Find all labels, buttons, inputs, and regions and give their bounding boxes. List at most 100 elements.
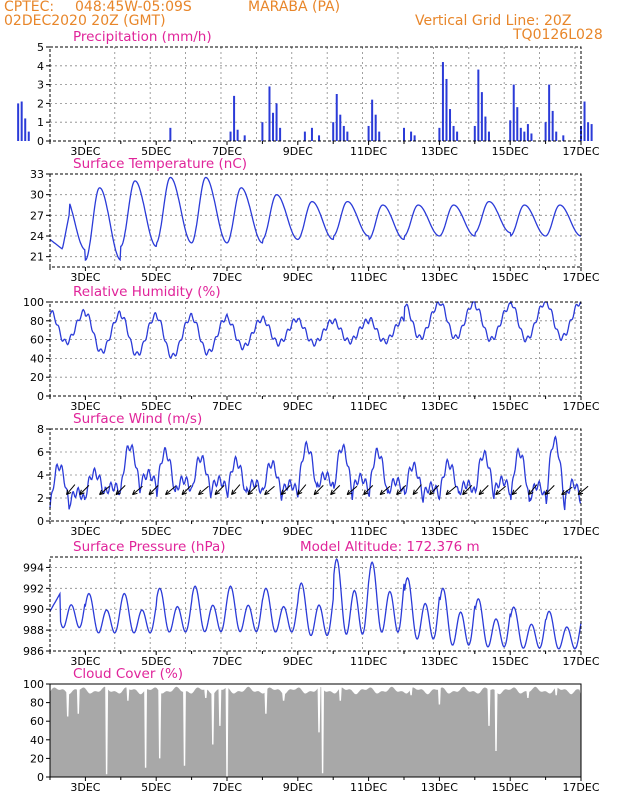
precip-bar: [512, 84, 515, 141]
rh-title: Relative Humidity (%): [73, 284, 221, 300]
wind-arrow: [165, 485, 176, 495]
precip-bar: [562, 135, 565, 141]
rh-xtick-label: 7DEC: [212, 400, 242, 413]
precip-xtick-label: 5DEC: [141, 145, 171, 158]
wind-arrow: [115, 485, 126, 495]
wind-arrow-head: [247, 489, 253, 496]
wind-ytick-label: 2: [37, 492, 44, 505]
rh-ytick-label: 20: [30, 371, 44, 384]
wind-arrow: [478, 485, 489, 495]
wind-arrow: [79, 485, 90, 495]
precip-bar: [548, 84, 551, 141]
wind-xtick-label: 13DEC: [421, 525, 458, 538]
wind-arrow: [396, 485, 407, 495]
rh-ytick-label: 100: [23, 296, 44, 309]
pres-xtick-label: 3DEC: [70, 655, 100, 668]
precip-bar: [303, 131, 306, 141]
precip-xtick-label: 11DEC: [350, 145, 387, 158]
cloud-frame: [49, 683, 582, 778]
temp-panel: [46, 173, 582, 271]
wind-arrow: [346, 485, 358, 495]
wind-arrow-head: [495, 489, 501, 496]
precip-bar: [452, 125, 455, 141]
wind-arrow: [429, 485, 440, 495]
rh-xtick-label: 17DEC: [562, 400, 599, 413]
precip-bar: [590, 124, 593, 141]
pressure-line: [49, 557, 582, 650]
wind-xtick-label: 17DEC: [562, 525, 599, 538]
precip-bar: [272, 112, 275, 141]
cloud-xtick-label: 3DEC: [70, 781, 100, 794]
wind-arrow-head: [346, 489, 353, 496]
wind-arrow-head: [313, 489, 319, 496]
temp-title: Surface Temperature (nC): [73, 156, 247, 172]
wind-arrow-head: [462, 489, 468, 496]
precip-bar: [456, 131, 459, 141]
header-date: 02DEC2020 20Z (GMT): [4, 13, 166, 29]
rh-ytick-label: 60: [30, 334, 44, 347]
temp-ytick-label: 33: [30, 168, 44, 181]
precip-bar: [403, 127, 405, 141]
wind-arrow-head: [544, 489, 550, 496]
precip-bar: [378, 131, 381, 141]
wind-arrow-head: [363, 489, 369, 496]
header-location: MARABA (PA): [248, 0, 341, 15]
precip-bar: [519, 127, 522, 141]
temp-xtick-label: 11DEC: [350, 271, 387, 284]
precip-title: Precipitation (mm/h): [73, 29, 212, 45]
wind-arrow-head: [198, 489, 204, 496]
precip-bar: [587, 122, 590, 141]
precip-ytick-label: 5: [37, 41, 44, 54]
wind-arrow-head: [429, 489, 435, 496]
wind-arrow-head: [132, 489, 138, 496]
precip-bar: [318, 135, 321, 141]
precip-bar: [477, 69, 480, 141]
precip-panel: [17, 46, 593, 145]
precip-bar: [243, 135, 246, 141]
wind-ytick-label: 4: [37, 469, 44, 482]
temp-ytick-label: 27: [30, 209, 44, 222]
precip-bar: [480, 92, 483, 141]
pres-xtick-label: 11DEC: [350, 655, 387, 668]
precip-bar: [526, 124, 529, 141]
pres-xtick-label: 15DEC: [492, 655, 529, 668]
wind-arrow: [198, 485, 209, 495]
wind-ytick-label: 8: [37, 423, 44, 436]
wind-arrow-head: [528, 489, 534, 496]
wind-xtick-label: 11DEC: [350, 525, 387, 538]
rh-panel: [46, 300, 582, 400]
pres-xtick-label: 9DEC: [283, 655, 313, 668]
wind-arrow-head: [330, 489, 336, 496]
cloud-ytick-label: 40: [30, 734, 44, 747]
precip-bar: [275, 103, 278, 141]
rh-xtick-label: 5DEC: [141, 400, 171, 413]
cloud-area: [50, 686, 581, 777]
wind-xtick-label: 3DEC: [70, 525, 100, 538]
wind-arrow-head: [214, 489, 220, 496]
pres-xtick-label: 17DEC: [562, 655, 599, 668]
precip-bar: [346, 131, 349, 141]
precip-bar: [279, 127, 282, 141]
temp-xtick-label: 3DEC: [70, 271, 100, 284]
temp-xtick-label: 7DEC: [212, 271, 242, 284]
wind-xtick-label: 15DEC: [492, 525, 529, 538]
pres-xtick-label: 7DEC: [212, 655, 242, 668]
wind-xtick-label: 9DEC: [283, 525, 313, 538]
temp-xtick-label: 17DEC: [562, 271, 599, 284]
wind-title: Surface Wind (m/s): [73, 411, 202, 427]
cloud-ytick-label: 0: [37, 771, 44, 784]
precip-bar: [332, 122, 335, 141]
precip-bar: [371, 99, 374, 141]
precip-xtick-label: 15DEC: [492, 145, 529, 158]
wind-arrow-head: [561, 489, 567, 496]
wind-arrow: [148, 485, 159, 495]
pres-frame: [49, 556, 582, 652]
temp-ytick-label: 21: [30, 251, 44, 264]
cloud-panel: [46, 683, 582, 781]
precip-bar: [310, 127, 313, 141]
wind-arrow-head: [412, 489, 418, 496]
precip-bar: [445, 78, 448, 141]
precip-bar: [229, 131, 232, 141]
precip-bar: [413, 135, 416, 141]
